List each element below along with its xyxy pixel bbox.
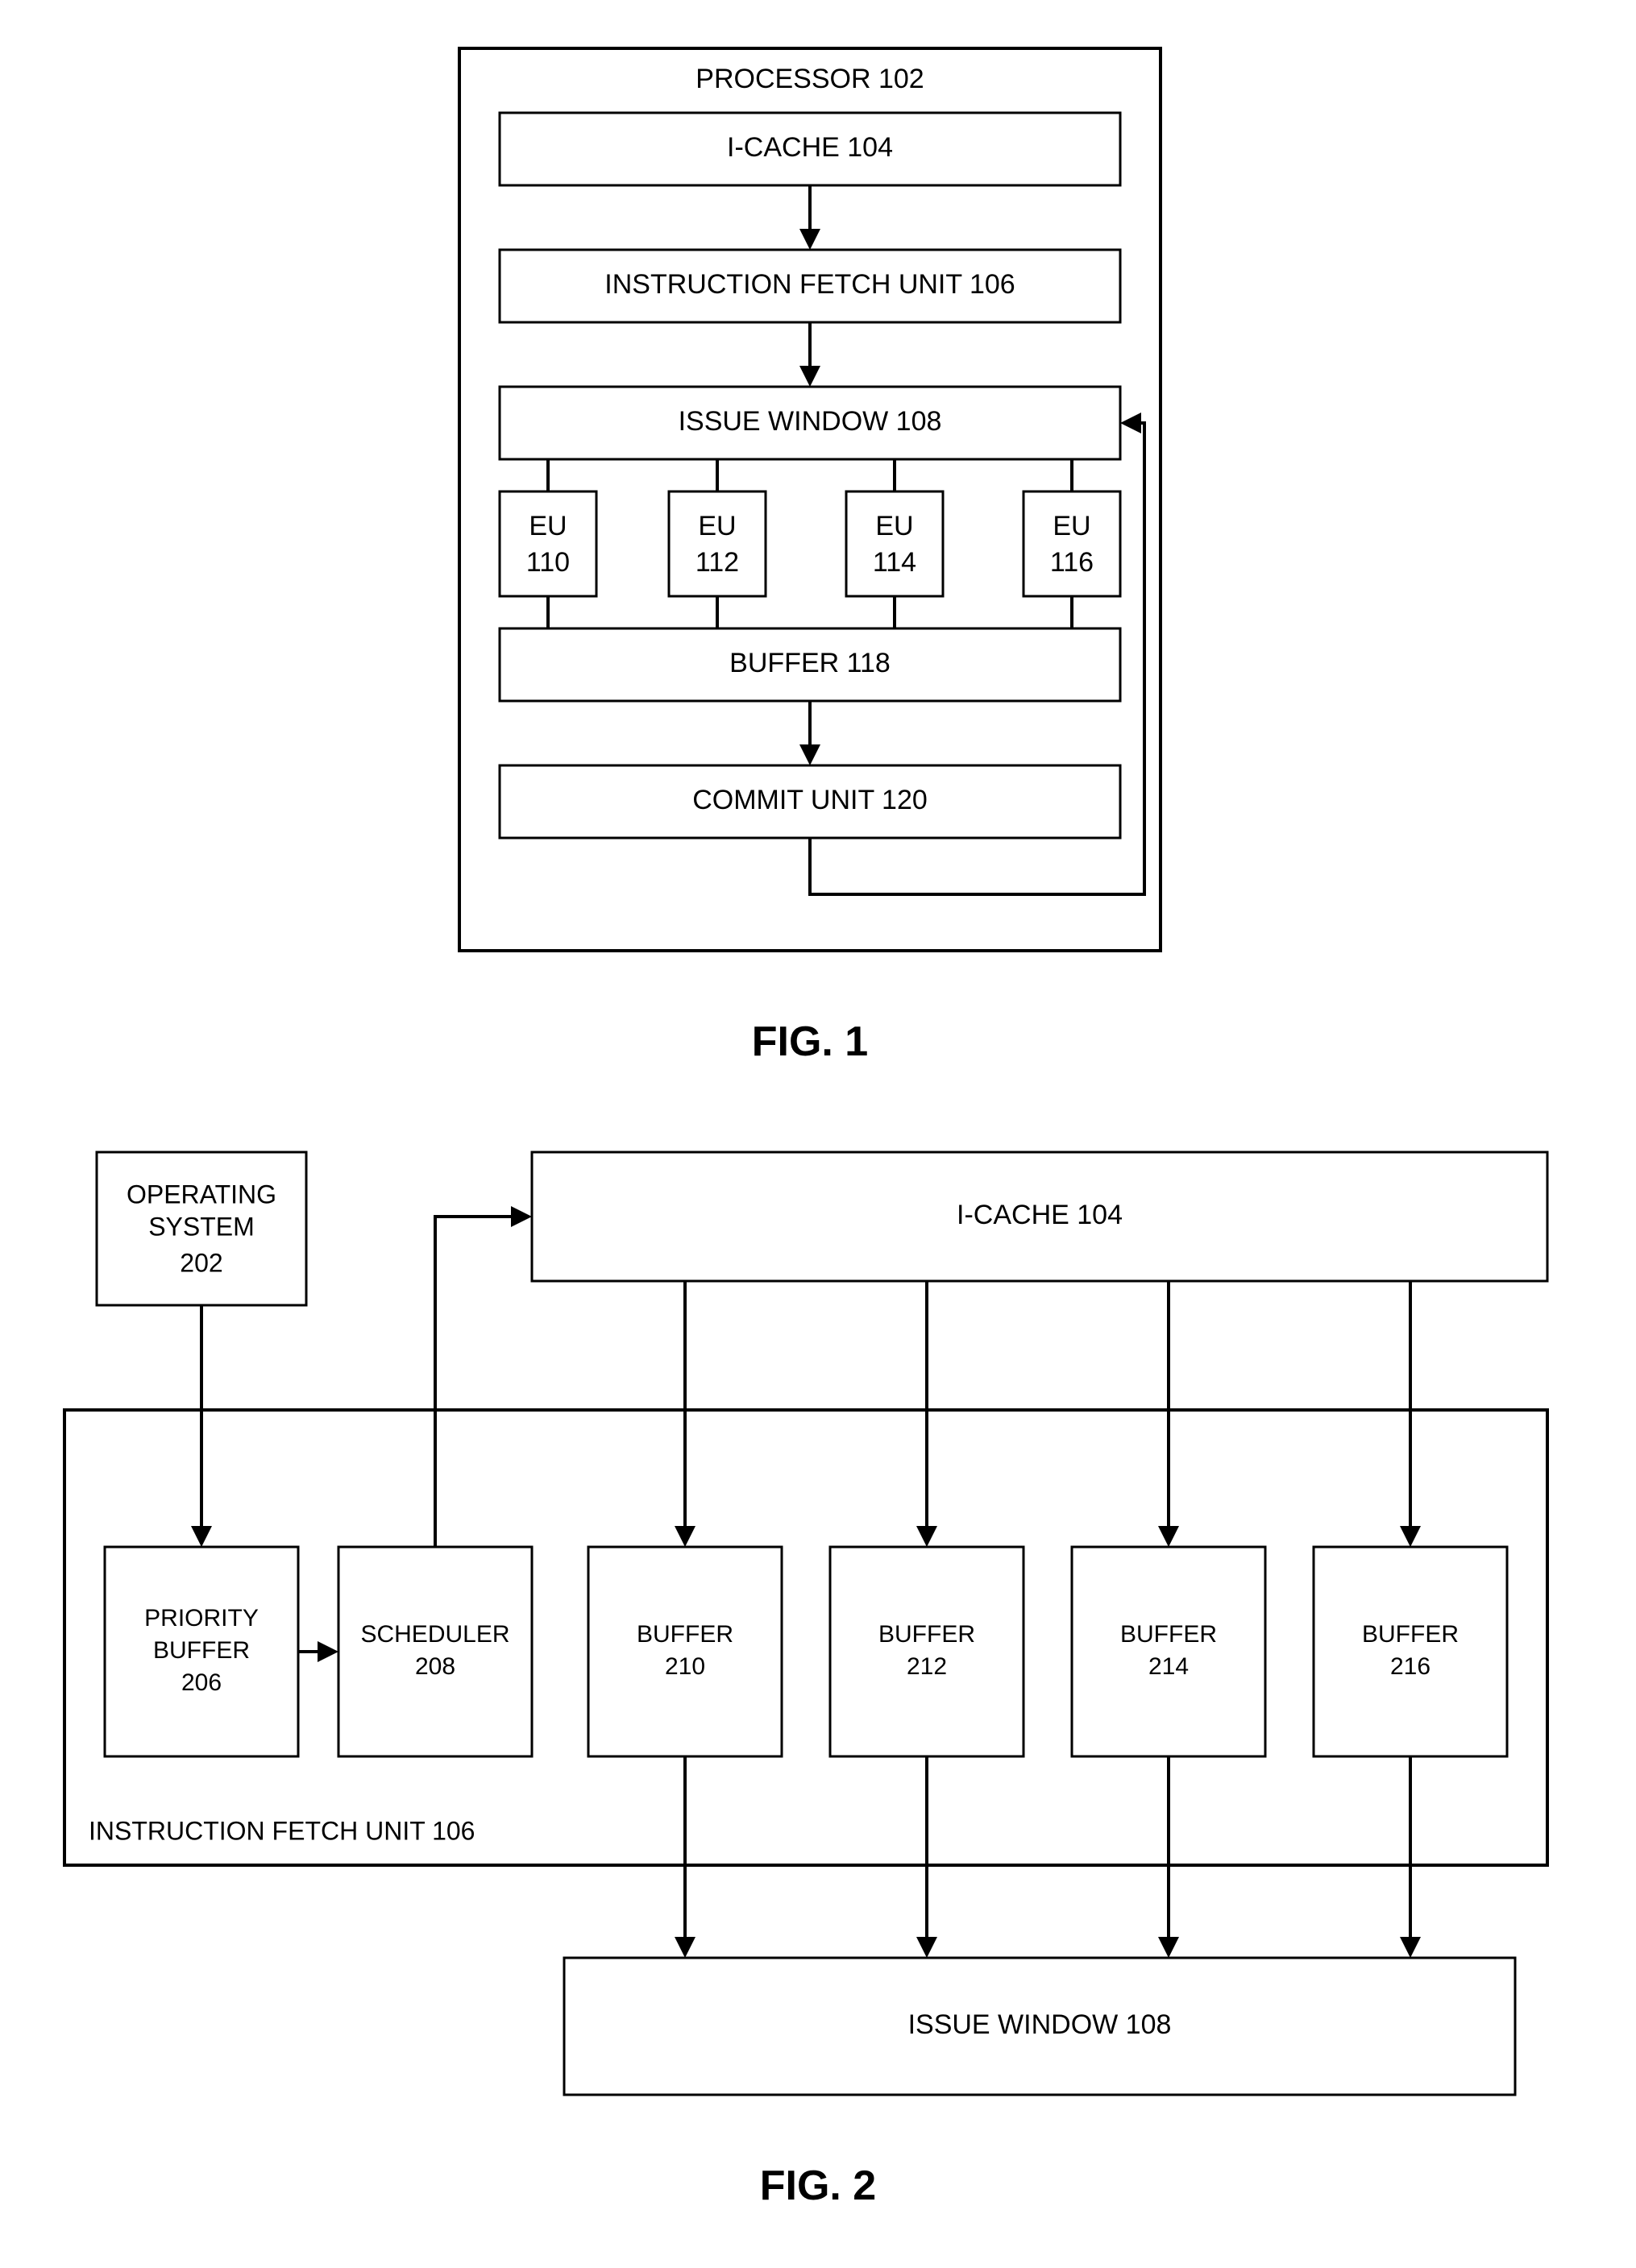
ah-b210-iw (675, 1937, 696, 1958)
os-top: OPERATING (127, 1180, 276, 1209)
b214-top: BUFFER (1120, 1621, 1217, 1648)
eu0-top: EU (529, 511, 567, 541)
eu2-box (846, 491, 943, 596)
eu1-top: EU (698, 511, 736, 541)
eu2-bot: 114 (873, 547, 916, 578)
eu3-bot: 116 (1050, 547, 1094, 578)
page-root: PROCESSOR 102 I-CACHE 104 INSTRUCTION FE… (32, 32, 1604, 2232)
b214-bot: 214 (1148, 1653, 1189, 1680)
b216-box (1314, 1547, 1507, 1756)
b210-box (588, 1547, 782, 1756)
b216-bot: 216 (1390, 1653, 1430, 1680)
eu3-box (1024, 491, 1120, 596)
b212-box (830, 1547, 1024, 1756)
ah-b212-iw (916, 1937, 937, 1958)
pb-mid: BUFFER (153, 1637, 250, 1664)
eu1-bot: 112 (696, 547, 739, 578)
b210-top: BUFFER (637, 1621, 733, 1648)
buffer-label: BUFFER 118 (729, 648, 891, 678)
b212-bot: 212 (907, 1653, 947, 1680)
issue-label: ISSUE WINDOW 108 (679, 406, 942, 437)
icache2-label: I-CACHE 104 (957, 1200, 1123, 1230)
figure-1: PROCESSOR 102 I-CACHE 104 INSTRUCTION FE… (32, 32, 1604, 1104)
os-bot: 202 (180, 1248, 222, 1277)
ifu-label: INSTRUCTION FETCH UNIT 106 (604, 269, 1015, 300)
fig1-caption: FIG. 1 (752, 1018, 868, 1065)
eu3-top: EU (1053, 511, 1090, 541)
b214-box (1072, 1547, 1265, 1756)
fig2-caption: FIG. 2 (760, 2162, 876, 2209)
sched-top: SCHEDULER (360, 1621, 509, 1648)
sched-box (338, 1547, 532, 1756)
figure-2: OPERATING SYSTEM 202 I-CACHE 104 INSTRUC… (32, 1104, 1604, 2232)
ah-b214-iw (1158, 1937, 1179, 1958)
ah-b216-iw (1400, 1937, 1421, 1958)
commit-label: COMMIT UNIT 120 (692, 785, 928, 815)
b216-top: BUFFER (1362, 1621, 1459, 1648)
iw-label: ISSUE WINDOW 108 (908, 2009, 1172, 2040)
eu1-box (669, 491, 766, 596)
eu2-top: EU (875, 511, 913, 541)
eu0-bot: 110 (526, 547, 570, 578)
processor-title: PROCESSOR 102 (696, 64, 924, 94)
pb-top: PRIORITY (144, 1605, 259, 1632)
arrowhead-sched-icache (511, 1206, 532, 1227)
icache-label: I-CACHE 104 (727, 132, 893, 163)
pb-bot: 206 (181, 1669, 222, 1696)
b212-top: BUFFER (878, 1621, 975, 1648)
b210-bot: 210 (665, 1653, 705, 1680)
sched-bot: 208 (415, 1653, 455, 1680)
os-mid: SYSTEM (148, 1212, 255, 1241)
ifu2-label: INSTRUCTION FETCH UNIT 106 (89, 1816, 475, 1845)
eu0-box (500, 491, 596, 596)
